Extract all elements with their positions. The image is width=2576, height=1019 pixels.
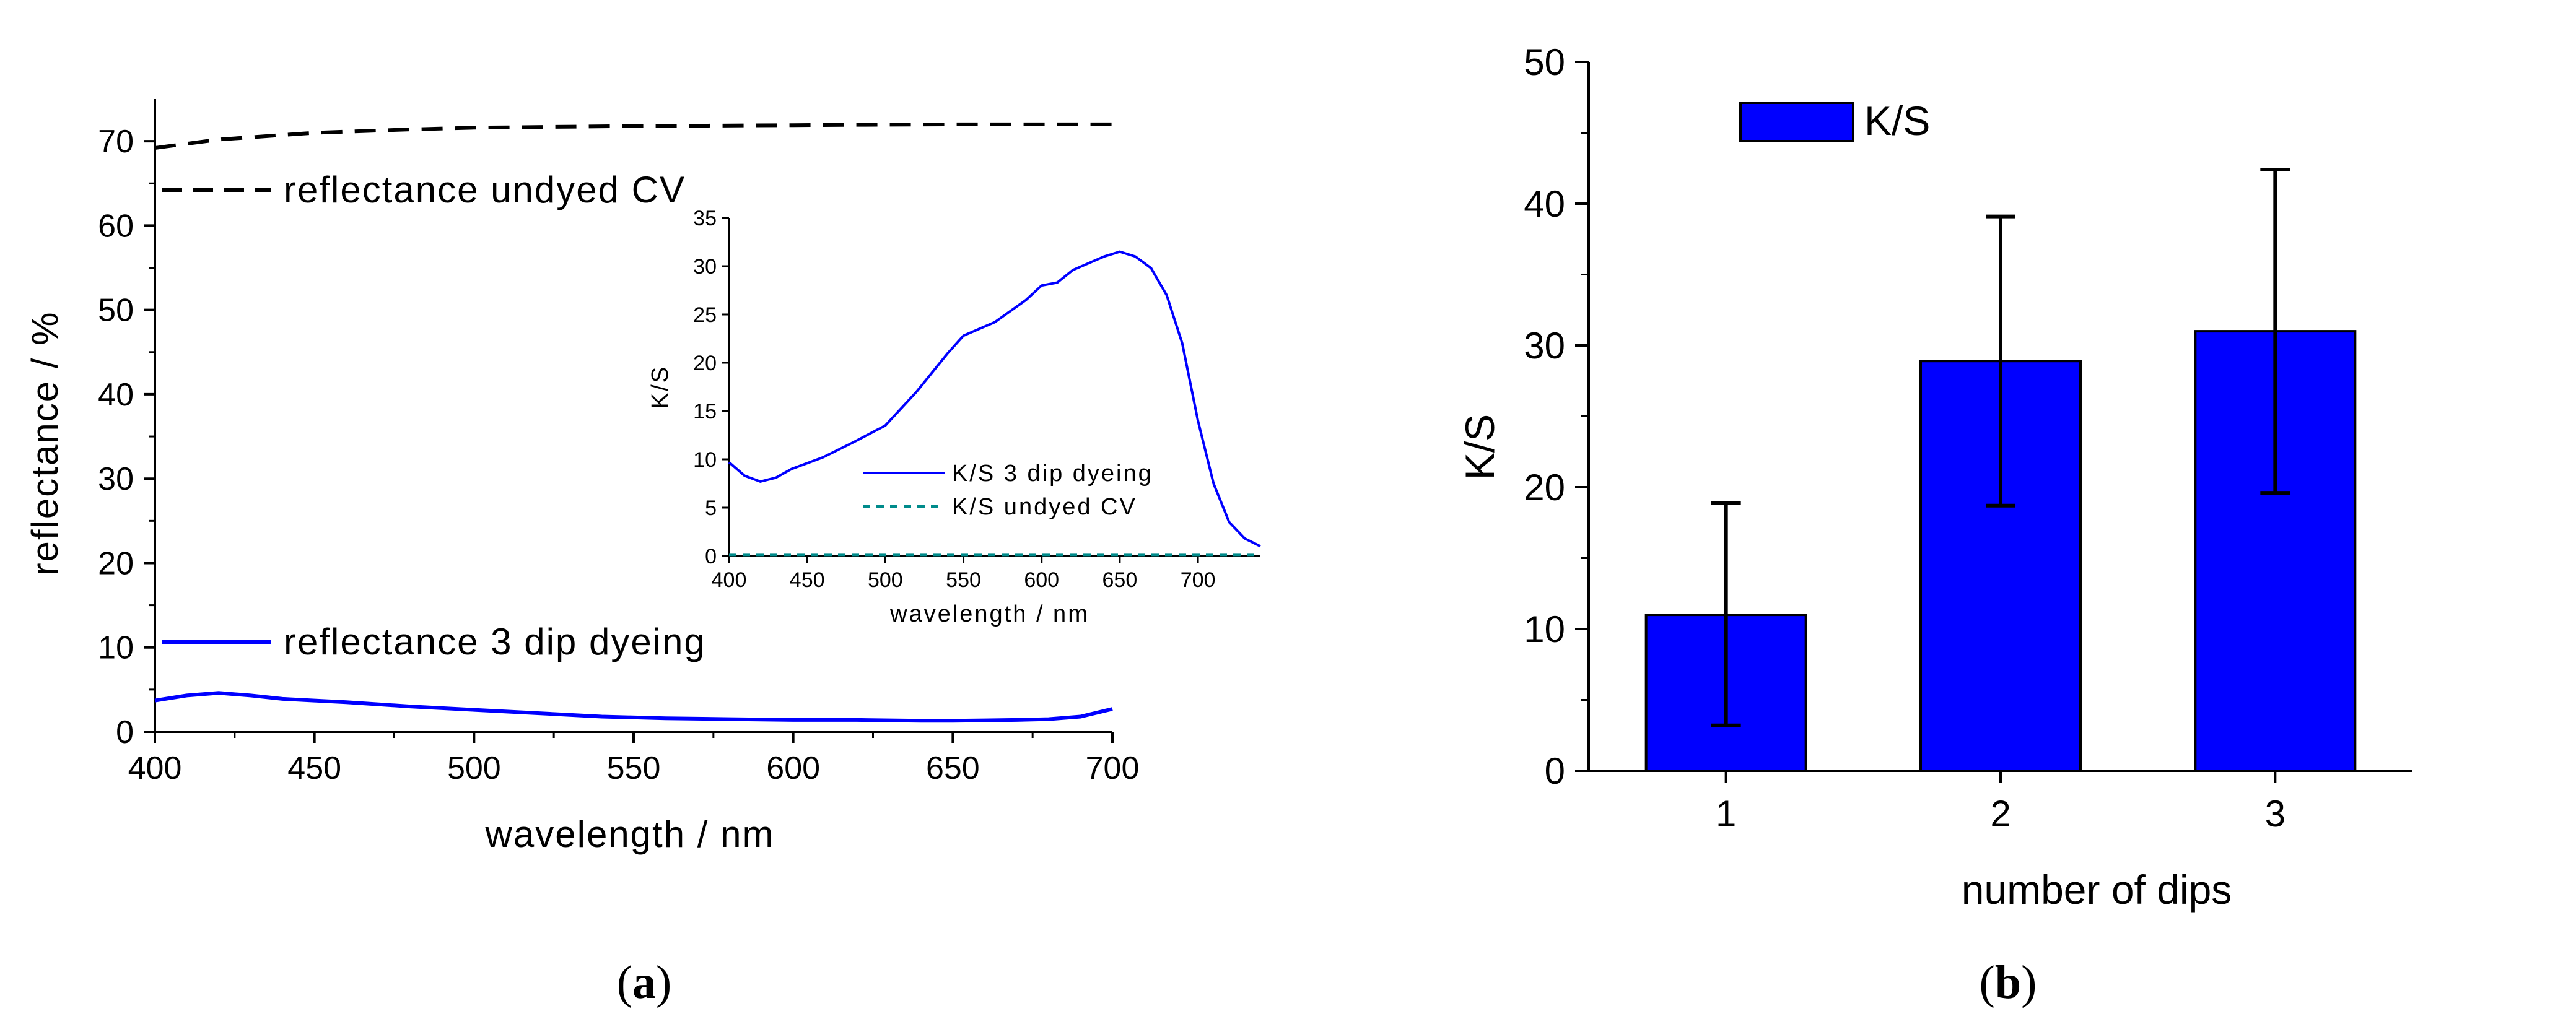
legend-label-undyed: reflectance undyed CV (284, 169, 686, 210)
panel-a-x-tick-label: 700 (1086, 750, 1140, 786)
inset-x-tick-label: 600 (1024, 568, 1059, 592)
panel-a-x-tick-label: 450 (287, 750, 341, 786)
legend-label-3-dip: reflectance 3 dip dyeing (284, 621, 706, 662)
inset-y-tick-label: 10 (693, 448, 717, 472)
panel-b-axes: 0 10 20 30 40 50 1 2 3 (1524, 41, 2412, 835)
panel-b-y-tick-label: 20 (1524, 467, 1565, 508)
panel-b-x-tick-label: 1 (1716, 793, 1736, 835)
inset-legend: K/S 3 dip dyeing K/S undyed CV (863, 461, 1153, 520)
inset-y-tick-label: 5 (705, 496, 717, 520)
legend-swatch-ks (1739, 102, 1854, 142)
panel-a-y-tick-label: 60 (98, 208, 134, 244)
panel-a-y-tick-label: 20 (98, 545, 134, 581)
inset-y-tick-label: 20 (693, 352, 717, 375)
panel-b-y-tick-label: 10 (1524, 609, 1565, 650)
panel-b-bars (1644, 168, 2357, 772)
panel-b-y-tick-label: 30 (1524, 325, 1565, 366)
panel-b-y-tick-label: 0 (1545, 750, 1565, 792)
panel-a-y-tick-label: 40 (98, 377, 134, 413)
inset-y-tick-label: 0 (705, 545, 717, 568)
panel-a-y-tick-label: 10 (98, 630, 134, 666)
inset-x-tick-label: 450 (790, 568, 825, 592)
panel-a-x-axis-title: wavelength / nm (485, 813, 775, 855)
panel-a-y-tick-label: 0 (116, 714, 134, 750)
inset-legend-label-3-dip: K/S 3 dip dyeing (952, 461, 1153, 487)
series-line-3-dip (154, 691, 1113, 723)
inset-x-axis-title: wavelength / nm (889, 601, 1089, 627)
inset-legend-label-undyed: K/S undyed CV (952, 494, 1137, 520)
inset-axes: 0 5 10 15 20 25 30 35 400 450 500 550 600 650 700 (693, 207, 1260, 592)
panel-b-x-axis-title: number of dips (1962, 867, 2232, 913)
panel-b-y-axis-title: K/S (1457, 414, 1503, 480)
inset-series (728, 250, 1261, 557)
inset-y-axis-title: K/S (647, 365, 673, 409)
legend-label-ks: K/S (1864, 98, 1930, 144)
panel-b-y-tick-label: 40 (1524, 183, 1565, 225)
panel-a-y-tick-label: 70 (98, 124, 134, 160)
panel-a-legend: reflectance undyed CV reflectance 3 dip … (162, 169, 706, 662)
inset-x-tick-label: 550 (946, 568, 981, 592)
panel-b-caption: (b) (1980, 956, 2037, 1008)
inset-y-tick-label: 15 (693, 400, 717, 423)
panel-a-y-axis-title: reflectance / % (24, 311, 66, 576)
panel-a-x-tick-label: 650 (926, 750, 980, 786)
panel-b-x-tick-label: 2 (1990, 793, 2011, 835)
inset-x-tick-label: 700 (1181, 568, 1216, 592)
panel-a-inset-ks-chart: 0 5 10 15 20 25 30 35 400 450 500 550 600 650 700 K/S … (647, 207, 1261, 627)
inset-y-tick-label: 25 (693, 303, 717, 327)
series-line-undyed (154, 122, 1112, 150)
inset-x-tick-label: 500 (868, 568, 903, 592)
panel-a-caption: (a) (617, 956, 672, 1008)
panel-b-caption-letter: b (1995, 956, 2021, 1008)
panel-a-x-tick-label: 400 (128, 750, 182, 786)
panel-b-y-tick-label: 50 (1524, 41, 1565, 83)
inset-series-line-3-dip (728, 250, 1261, 548)
panel-a-x-tick-label: 550 (607, 750, 661, 786)
panel-a-series (154, 122, 1113, 723)
panel-a-y-tick-label: 30 (98, 461, 134, 497)
inset-x-tick-label: 650 (1102, 568, 1138, 592)
panel-b-ks-bar-chart: 0 10 20 30 40 50 1 2 3 K/S number of dips K/S (b… (1457, 41, 2412, 1008)
panel-a-caption-letter: a (632, 956, 656, 1008)
inset-x-tick-label: 400 (712, 568, 747, 592)
panel-a-y-tick-label: 50 (98, 293, 134, 329)
inset-y-tick-label: 30 (693, 255, 717, 279)
panel-a-x-tick-label: 600 (766, 750, 820, 786)
panel-a-x-tick-label: 500 (447, 750, 501, 786)
panel-b-legend: K/S (1739, 98, 1930, 144)
panel-b-x-tick-label: 3 (2265, 793, 2286, 835)
inset-y-tick-label: 35 (693, 207, 717, 230)
